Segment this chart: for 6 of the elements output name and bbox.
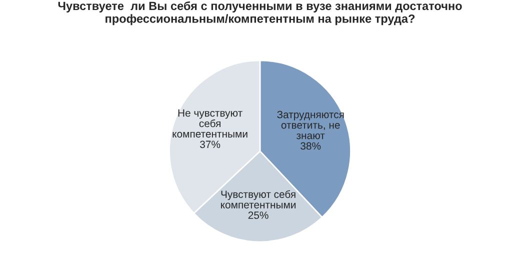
slice-label: Не чувствуют себя компетентными: [172, 109, 248, 138]
chart-title: Чувствуете ли Вы себя с полученными в вузе знаниями достаточно профессиональным/компетентным на рынке труда?: [58, 1, 462, 26]
data-label: 37%: [200, 140, 220, 148]
data-label: 25%: [248, 212, 268, 219]
slice-label: Чувствуют себя компетентными: [221, 190, 296, 208]
data-label: 38%: [300, 142, 321, 150]
